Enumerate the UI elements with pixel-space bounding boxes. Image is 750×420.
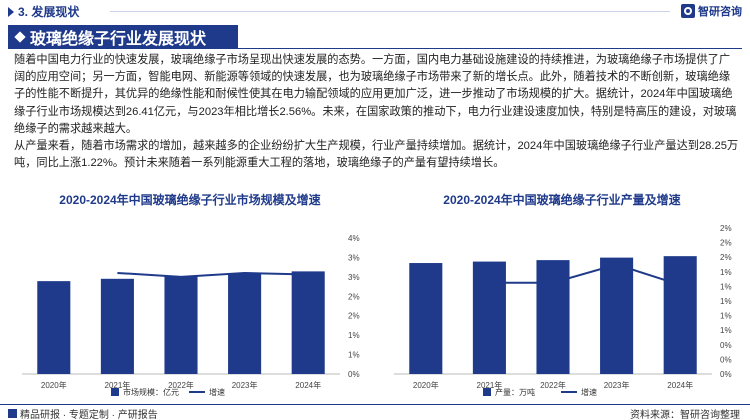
right-tick-label: 2% — [720, 224, 732, 233]
page-title: 玻璃绝缘子行业发展现状 — [30, 31, 207, 48]
title-divider — [238, 48, 742, 49]
bar — [472, 261, 506, 374]
x-tick-label: 2023年 — [232, 380, 258, 390]
x-tick-label: 2024年 — [295, 380, 321, 390]
paragraph-2: 从产量来看，随着市场需求的增加，越来越多的企业纷纷扩大生产规模，行业产量持续增加… — [14, 140, 739, 170]
bar — [37, 281, 71, 374]
right-tick-label: 3% — [348, 253, 360, 262]
top-divider — [110, 11, 670, 12]
growth-line — [489, 263, 681, 286]
x-tick-label: 2022年 — [168, 380, 194, 390]
output-chart-svg: 0% 0% 0% 1% 1% 1% 1% 1% 2% 2% 2% 2020年 2021年 2022年 202… — [394, 224, 732, 397]
diamond-icon — [14, 31, 26, 43]
right-tick-label: 1% — [348, 331, 360, 340]
legend-bar-swatch — [483, 388, 491, 396]
brand: 智研咨询 — [681, 3, 742, 19]
x-tick-label: 2023年 — [604, 380, 630, 390]
right-tick-label: 2% — [348, 292, 360, 301]
right-tick-label: 1% — [720, 297, 732, 306]
chart-title: 2020-2024年中国玻璃绝缘子行业产量及增速 — [443, 193, 681, 207]
legend-bar-label: 市场规模：亿元 — [123, 387, 179, 397]
right-tick-label: 0% — [720, 370, 732, 379]
bar — [228, 273, 262, 374]
x-tick-label: 2020年 — [41, 380, 67, 390]
right-tick-label: 0% — [348, 370, 360, 379]
brand-name: 智研咨询 — [698, 6, 742, 18]
legend-bar-swatch — [111, 388, 119, 396]
right-tick-label: 1% — [720, 282, 732, 291]
bar — [536, 260, 570, 374]
brand-logo-icon — [681, 4, 695, 18]
bar — [663, 256, 697, 374]
top-bar: 3. 发展现状 智研咨询 — [0, 0, 750, 22]
section-label: 3. 发展现状 — [8, 3, 79, 20]
x-tick-label: 2021年 — [105, 380, 131, 390]
right-tick-label: 2% — [348, 312, 360, 321]
right-tick-label: 3% — [348, 273, 360, 282]
bar — [100, 278, 134, 374]
x-tick-label: 2024年 — [667, 380, 693, 390]
right-tick-label: 1% — [720, 326, 732, 335]
x-tick-label: 2021年 — [477, 380, 503, 390]
market-size-chart: 2020-2024年中国玻璃绝缘子行业市场规模及增速 0% 1% 1% 2% 2% 3% 3… — [10, 192, 370, 404]
bar — [291, 271, 325, 374]
output-chart: 2020-2024年中国玻璃绝缘子行业产量及增速 0% 0% 0% 1% 1% 1% 1% 1… — [382, 192, 742, 404]
page-title-banner: 玻璃绝缘子行业发展现状 — [8, 25, 238, 49]
triangle-icon — [8, 6, 14, 17]
right-tick-label: 2% — [720, 253, 732, 262]
x-tick-label: 2022年 — [540, 380, 566, 390]
market-size-chart-svg: 0% 1% 1% 2% 2% 3% 3% 4% 2020年 2021年 2022年 2023年 2024… — [22, 234, 360, 397]
paragraph-1: 随着中国电力行业的快速发展，玻璃绝缘子市场呈现出快速发展的态势。一方面，国内电力… — [14, 54, 737, 135]
bar — [164, 276, 198, 374]
bar — [409, 263, 443, 374]
x-tick-label: 2020年 — [413, 380, 439, 390]
right-tick-label: 4% — [348, 234, 360, 243]
footer-source: 资料来源：智研咨询整理 — [630, 410, 740, 420]
footer-divider — [0, 404, 750, 405]
footer-left-text: 精品研报 · 专题定制 · 产研报告 — [20, 410, 158, 420]
legend-bar-label: 产量：万吨 — [495, 387, 535, 397]
body-text: 随着中国电力行业的快速发展，玻璃绝缘子市场呈现出快速发展的态势。一方面，国内电力… — [14, 52, 740, 172]
section-text: 3. 发展现状 — [18, 5, 80, 19]
legend-line-label: 增速 — [209, 387, 225, 397]
chart-title: 2020-2024年中国玻璃绝缘子行业市场规模及增速 — [59, 193, 321, 207]
right-tick-label: 0% — [720, 355, 732, 364]
right-tick-label: 0% — [720, 341, 732, 350]
footer-left: 精品研报 · 专题定制 · 产研报告 — [8, 406, 158, 420]
bar — [600, 257, 634, 374]
legend-line-label: 增速 — [581, 387, 597, 397]
right-tick-label: 2% — [720, 239, 732, 248]
right-tick-label: 1% — [720, 268, 732, 277]
square-icon — [8, 409, 17, 418]
right-tick-label: 1% — [720, 312, 732, 321]
right-tick-label: 1% — [348, 351, 360, 360]
footer: 精品研报 · 专题定制 · 产研报告 资料来源：智研咨询整理 — [0, 404, 750, 420]
growth-line — [117, 271, 309, 278]
